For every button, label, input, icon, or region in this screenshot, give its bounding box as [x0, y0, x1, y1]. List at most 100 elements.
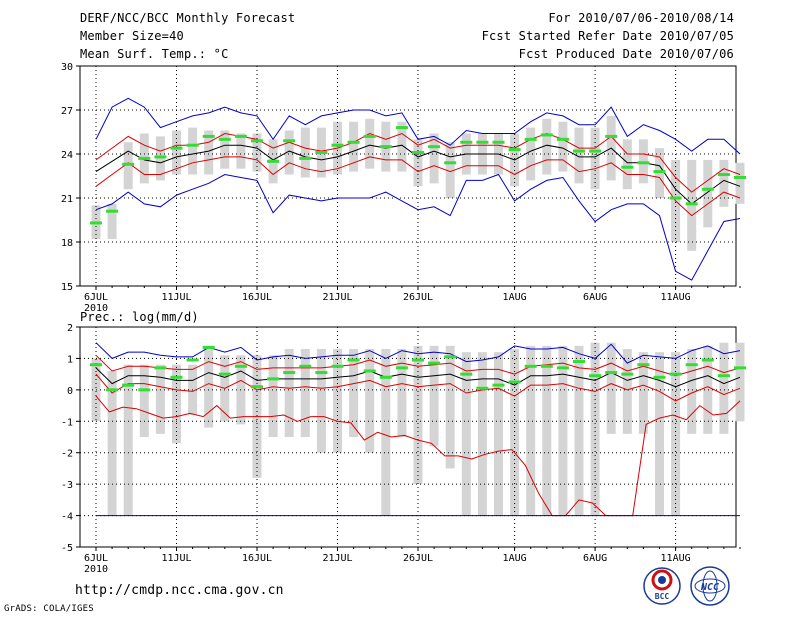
- temp-observed-mark: [605, 134, 618, 138]
- temp-observed-mark: [556, 137, 569, 141]
- prec-observed-mark: [685, 363, 698, 367]
- temp-ytick-label: 21: [61, 194, 73, 205]
- temp-spread-box: [735, 162, 745, 204]
- prec-spread-box: [349, 349, 359, 437]
- prec-line-mean: [95, 367, 741, 388]
- temp-spread-box: [397, 121, 407, 172]
- prec-year-label: 2010: [84, 564, 108, 575]
- prec-observed-mark: [444, 355, 457, 359]
- prec-observed-mark: [701, 358, 714, 362]
- temp-spread-box: [558, 121, 568, 172]
- temp-observed-mark: [460, 140, 473, 144]
- temp-observed-mark: [299, 156, 312, 160]
- prec-spread-box: [107, 371, 117, 516]
- prec-xtick-label: 6JUL: [84, 553, 108, 564]
- temp-spread-box: [252, 133, 262, 172]
- temp-observed-mark: [621, 165, 634, 169]
- temp-spread-box: [365, 118, 375, 169]
- member-size: Member Size=40: [80, 29, 184, 43]
- prec-observed-mark: [524, 364, 537, 368]
- prec-observed-mark: [734, 366, 746, 370]
- temp-spread-box: [284, 130, 294, 175]
- prec-observed-mark: [138, 388, 151, 392]
- temp-ytick-label: 15: [61, 282, 73, 293]
- temp-observed-mark: [476, 140, 489, 144]
- prec-spread-box: [381, 349, 391, 516]
- prec-xtick-label: 21JUL: [322, 553, 352, 564]
- temp-spread-box: [204, 130, 214, 175]
- temp-observed-mark: [685, 202, 698, 206]
- temp-xtick-label: 6AUG: [583, 292, 607, 303]
- temp-observed-mark: [251, 139, 263, 143]
- prec-observed-mark: [315, 371, 328, 375]
- prec-spread-box: [719, 342, 729, 434]
- prec-observed-mark: [186, 358, 199, 362]
- prec-observed-mark: [331, 364, 344, 368]
- prec-observed-mark: [621, 372, 634, 376]
- prec-xtick-label: 1AUG: [503, 553, 527, 564]
- temp-plot-frame: [79, 65, 737, 287]
- fcst-produced-date: Fcst Produced Date 2010/07/06: [518, 47, 734, 61]
- prec-observed-mark: [460, 372, 473, 376]
- temp-observed-mark: [428, 145, 441, 149]
- prec-observed-mark: [363, 369, 376, 373]
- temp-spread-box: [107, 203, 117, 240]
- prec-ytick-label: -1: [61, 417, 73, 428]
- temp-xtick-label: 26JUL: [403, 292, 433, 303]
- temp-observed-mark: [669, 196, 682, 200]
- prec-spread-box: [655, 352, 664, 516]
- prec-observed-mark: [492, 383, 505, 387]
- temp-line-upper-sd: [95, 132, 741, 193]
- prec-spread-box: [397, 349, 407, 437]
- temp-spread-box: [220, 130, 230, 169]
- prec-spread-box: [461, 352, 471, 516]
- temp-spread-box: [542, 118, 552, 175]
- prec-spread-box: [574, 345, 584, 516]
- prec-observed-mark: [540, 364, 553, 368]
- temp-observed-mark: [106, 209, 119, 213]
- temp-xtick-label: 21JUL: [322, 292, 352, 303]
- temp-observed-mark: [653, 170, 666, 174]
- prec-spread-box: [735, 342, 745, 422]
- temp-observed-mark: [379, 145, 392, 149]
- prec-observed-mark: [412, 358, 424, 362]
- prec-observed-mark: [170, 375, 183, 379]
- temp-observed-mark: [363, 134, 376, 138]
- prec-ytick-label: -5: [61, 543, 73, 554]
- temp-observed-mark: [315, 151, 328, 155]
- temp-observed-mark: [637, 161, 650, 165]
- prec-observed-mark: [717, 374, 730, 378]
- prec-line-upper-sd: [95, 354, 741, 377]
- temp-observed-mark: [186, 143, 199, 147]
- temp-spread-box: [236, 133, 246, 169]
- temp-spread-box: [172, 130, 181, 175]
- fcst-started-date: Fcst Started Refer Date 2010/07/05: [481, 29, 734, 43]
- temp-observed-mark: [508, 148, 521, 152]
- prec-xtick-label: 6AUG: [583, 553, 607, 564]
- prec-spread-box: [510, 349, 520, 516]
- prec-spread-box: [477, 352, 487, 516]
- prec-spread-box: [284, 349, 294, 437]
- temp-observed-mark: [170, 146, 183, 150]
- temp-observed-mark: [267, 159, 280, 163]
- prec-spread-box: [429, 345, 439, 447]
- prec-spread-box: [268, 355, 278, 437]
- prec-observed-mark: [395, 366, 408, 370]
- prec-ytick-label: 2: [67, 323, 73, 334]
- temp-xtick-label: 1AUG: [503, 292, 527, 303]
- temp-spread-box: [719, 159, 729, 207]
- prec-spread-box: [139, 364, 149, 437]
- prec-xtick-label: 11JUL: [161, 553, 191, 564]
- prec-spread-box: [622, 349, 632, 434]
- source-url[interactable]: http://cmdp.ncc.cma.gov.cn: [75, 583, 284, 598]
- prec-ytick-label: 1: [67, 354, 73, 365]
- temp-xtick-label: 6JUL: [84, 292, 108, 303]
- prec-spread-box: [606, 342, 616, 434]
- prec-spread-box: [703, 345, 713, 434]
- prec-observed-mark: [299, 364, 312, 368]
- temp-observed-mark: [283, 139, 296, 143]
- temp-observed-mark: [202, 134, 215, 138]
